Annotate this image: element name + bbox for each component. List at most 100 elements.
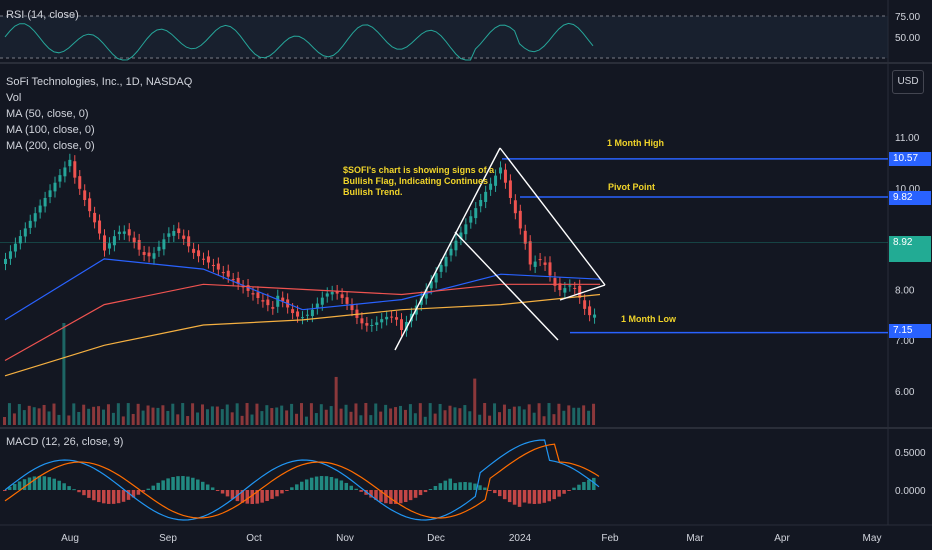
candle-body [296, 311, 300, 317]
candle-body [494, 175, 498, 186]
macd-histogram-bar [522, 490, 527, 503]
volume-bar [3, 417, 6, 425]
macd-histogram-bar [304, 479, 309, 490]
candle-body [365, 323, 369, 326]
volume-bar [280, 405, 284, 425]
volume-bar [67, 415, 71, 425]
macd-histogram-bar [433, 485, 438, 490]
candle-body [503, 169, 507, 183]
volume-bar [502, 404, 506, 425]
volume-bar [587, 410, 591, 425]
candle-body [305, 314, 309, 316]
volume-bar [156, 407, 160, 425]
macd-histogram-bar [196, 479, 200, 490]
macd-histogram-bar [37, 476, 42, 490]
volume-bar [532, 412, 536, 425]
last-price-tag: 8.92 [889, 236, 931, 262]
candle-body [291, 309, 295, 314]
candle-body [499, 167, 502, 174]
volume-bar [507, 408, 511, 425]
volume-bar [181, 403, 185, 425]
macd-histogram-bar [319, 476, 324, 490]
candle-body [370, 325, 374, 327]
candle-body [330, 291, 334, 295]
candle-body [63, 167, 67, 177]
macd-histogram-bar [443, 480, 448, 490]
volume-bar [582, 405, 586, 425]
macd-histogram-bar [413, 490, 418, 498]
candle-body [588, 306, 592, 316]
ma200-line [4, 293, 601, 377]
candle-body [202, 258, 205, 260]
candle-body [197, 250, 201, 257]
volume-bar [250, 414, 254, 425]
macd-histogram-bar [577, 484, 581, 490]
candle-body [137, 240, 141, 250]
currency-button[interactable]: USD [892, 70, 924, 94]
volume-bar [176, 414, 180, 425]
candle-body [216, 263, 220, 270]
volume-bar [537, 403, 541, 425]
macd-histogram-bar [141, 490, 146, 492]
macd-histogram-bar [87, 490, 91, 498]
volume-bar [27, 405, 31, 425]
candle-body [474, 208, 478, 219]
macd-histogram-bar [408, 490, 413, 501]
volume-bar [399, 405, 402, 425]
volume-bar [285, 410, 289, 425]
macd-histogram-bar [17, 481, 22, 490]
macd-histogram-bar [399, 490, 403, 504]
candle-body [325, 293, 329, 297]
volume-bar [354, 403, 358, 425]
macd-histogram-bar [329, 477, 334, 490]
volume-bar [547, 403, 551, 425]
volume-bar [171, 403, 175, 425]
candle-body [122, 231, 126, 234]
candle-body [192, 248, 196, 253]
macd-line [4, 439, 600, 521]
macd-histogram-bar [527, 490, 532, 504]
macd-histogram-bar [240, 490, 245, 503]
volume-bar [394, 407, 398, 425]
macd-histogram-bar [7, 486, 12, 490]
volume-bar [592, 403, 596, 425]
candle-body [424, 289, 428, 299]
volume-bar [191, 403, 195, 425]
volume-bar [527, 404, 531, 425]
candle-body [340, 294, 344, 298]
candle-body [444, 256, 448, 267]
candle-body [157, 246, 161, 251]
macd-histogram-bar [403, 490, 408, 502]
volume-bar [37, 408, 41, 425]
candle-body [518, 210, 522, 229]
volume-bar [260, 411, 264, 425]
macd-histogram-bar [47, 477, 52, 490]
time-axis-label: Dec [427, 533, 445, 544]
volume-bar [339, 408, 343, 425]
candle-body [58, 175, 62, 182]
volume-bar [255, 403, 259, 425]
candle-body [315, 303, 319, 309]
volume-label: Vol [6, 92, 22, 104]
macd-histogram-bar [57, 480, 61, 490]
candle-body [528, 241, 532, 265]
macd-histogram-bar [324, 476, 329, 490]
macd-histogram-bar [250, 490, 254, 504]
candle-body [553, 278, 557, 286]
volume-bar [7, 403, 11, 425]
volume-bar [423, 416, 427, 425]
volume-bar [433, 413, 437, 425]
volume-bar [542, 416, 546, 425]
macd-histogram-bar [547, 490, 551, 502]
ma200-label: MA (200, close, 0) [6, 140, 95, 152]
macd-histogram-bar [126, 490, 131, 500]
volume-bar [359, 415, 363, 425]
candle-body [578, 285, 582, 298]
macd-histogram-bar [92, 490, 96, 501]
candle-body [400, 319, 403, 331]
volume-bar [210, 406, 214, 425]
candle-body [4, 258, 7, 264]
volume-bar [453, 407, 457, 425]
volume-bar [141, 410, 145, 425]
volume-bar [557, 403, 561, 425]
